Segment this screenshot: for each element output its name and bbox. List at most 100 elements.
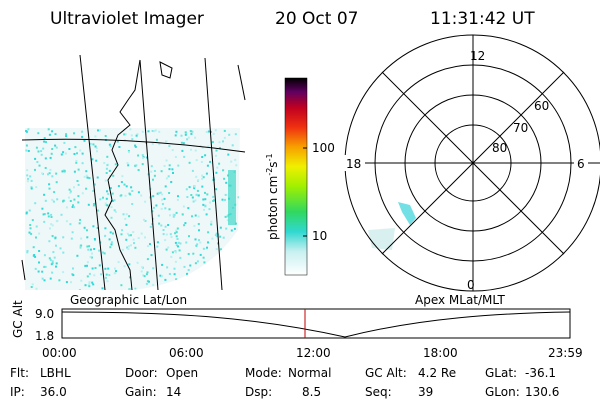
- speckle: [129, 276, 132, 279]
- speckle: [62, 236, 65, 239]
- speckle: [131, 203, 134, 205]
- speckle: [92, 225, 95, 228]
- speckle: [80, 279, 83, 282]
- status-label: Door:: [125, 366, 158, 380]
- speckle: [28, 231, 31, 234]
- speckle: [174, 241, 177, 244]
- speckle: [60, 213, 63, 216]
- speckle: [168, 208, 171, 211]
- speckle: [221, 198, 224, 201]
- speckle: [196, 279, 199, 282]
- speckle: [168, 273, 171, 275]
- speckle: [78, 222, 81, 225]
- speckle: [122, 213, 125, 216]
- speckle: [121, 229, 124, 232]
- speckle: [147, 245, 149, 248]
- speckle: [94, 145, 97, 148]
- speckle: [223, 177, 226, 180]
- speckle: [108, 238, 111, 241]
- altitude-curve: [61, 311, 571, 338]
- status-value: 8.5: [302, 385, 321, 399]
- speckle: [81, 135, 84, 138]
- y-axis-label: GC Alt: [11, 300, 25, 338]
- speckle: [152, 195, 155, 198]
- speckle: [149, 225, 152, 228]
- speckle: [25, 149, 28, 152]
- speckle: [30, 186, 33, 189]
- speckle: [155, 138, 158, 141]
- speckle: [79, 218, 82, 221]
- speckle: [89, 142, 92, 145]
- speckle: [77, 183, 80, 186]
- speckle: [85, 174, 88, 177]
- unit: photon cm: [266, 176, 280, 240]
- speckle: [168, 168, 171, 171]
- speckle: [91, 252, 93, 255]
- speckle: [124, 194, 127, 197]
- speckle: [47, 212, 50, 215]
- speckle: [126, 246, 129, 249]
- speckle: [215, 232, 218, 235]
- speckle: [43, 193, 46, 196]
- speckle: [58, 279, 61, 282]
- speckle: [79, 246, 82, 249]
- speckle: [183, 265, 186, 268]
- speckle: [86, 245, 89, 248]
- speckle: [123, 133, 126, 136]
- speckle: [81, 130, 84, 133]
- speckle: [75, 159, 78, 162]
- speckle: [239, 213, 240, 216]
- speckle: [63, 169, 66, 172]
- speckle: [204, 198, 207, 201]
- speckle: [156, 245, 159, 248]
- mlt-line: [381, 71, 565, 255]
- speckle: [145, 273, 148, 276]
- speckle: [69, 200, 72, 202]
- status-label: Dsp:: [245, 385, 272, 399]
- speckle: [217, 273, 220, 276]
- speckle: [75, 161, 78, 164]
- speckle: [118, 146, 121, 148]
- speckle: [131, 138, 134, 141]
- speckle: [53, 256, 56, 259]
- speckle: [72, 204, 74, 207]
- speckle: [140, 232, 143, 235]
- speckle: [62, 151, 65, 154]
- speckle: [226, 254, 229, 257]
- speckle: [26, 180, 29, 183]
- y-tick-label: 1.8: [35, 329, 54, 343]
- speckle: [165, 140, 168, 143]
- speckle: [51, 262, 54, 265]
- speckle: [218, 147, 221, 150]
- speckle: [115, 270, 117, 273]
- speckle: [190, 132, 193, 135]
- speckle: [48, 172, 51, 175]
- speckle: [151, 223, 154, 226]
- speckle: [92, 204, 95, 207]
- speckle: [203, 261, 206, 264]
- speckle: [105, 276, 107, 279]
- speckle: [233, 237, 236, 240]
- speckle: [230, 160, 233, 163]
- speckle: [54, 236, 57, 239]
- speckle: [102, 196, 104, 199]
- speckle: [207, 145, 210, 148]
- speckle: [64, 152, 67, 155]
- speckle: [157, 214, 160, 217]
- speckle: [61, 170, 64, 173]
- speckle: [179, 256, 182, 259]
- speckle: [48, 187, 51, 190]
- speckle: [84, 264, 87, 267]
- speckle: [206, 246, 208, 249]
- speckle: [222, 236, 225, 239]
- speckle: [202, 203, 205, 206]
- speckle: [168, 164, 171, 167]
- speckle: [62, 200, 64, 203]
- speckle: [218, 141, 221, 144]
- speckle: [51, 198, 54, 201]
- speckle: [76, 152, 78, 155]
- speckle: [65, 135, 68, 138]
- lat-label: 80: [492, 141, 507, 155]
- speckle: [31, 219, 34, 222]
